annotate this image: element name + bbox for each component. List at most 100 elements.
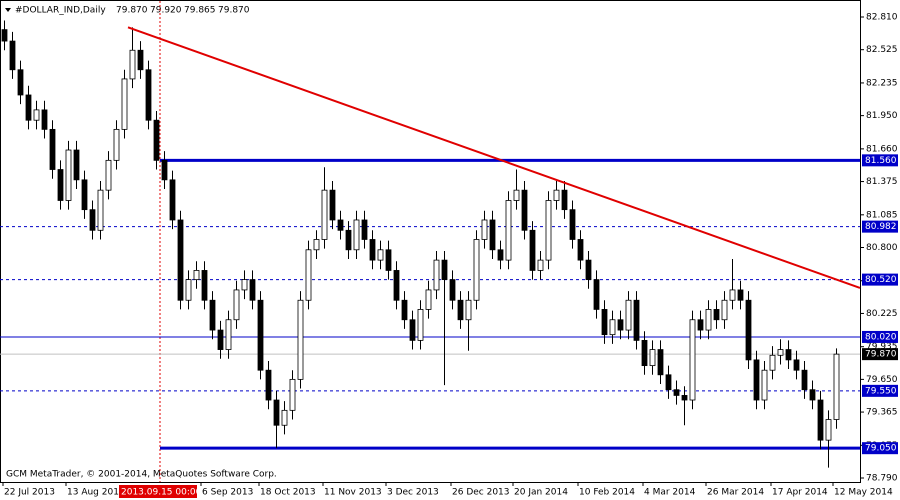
candle-body bbox=[41, 109, 48, 130]
candle-body bbox=[209, 299, 216, 331]
candle-body bbox=[337, 219, 344, 231]
candle-body bbox=[801, 369, 808, 391]
candle-body bbox=[9, 40, 16, 71]
candle-body bbox=[225, 319, 232, 350]
candle-body bbox=[825, 419, 832, 441]
y-tick-label: 81.375 bbox=[866, 177, 898, 187]
x-tick-label: 26 Mar 2014 bbox=[707, 488, 764, 498]
candle-body bbox=[81, 179, 88, 211]
candle-body bbox=[705, 309, 712, 331]
candle-body bbox=[265, 369, 272, 401]
candle-body bbox=[593, 279, 600, 310]
candle-body bbox=[257, 299, 264, 371]
candle-body bbox=[97, 189, 104, 231]
candle-body bbox=[641, 339, 648, 367]
candle-body bbox=[633, 299, 640, 341]
candle-body bbox=[617, 319, 624, 331]
candle-body bbox=[385, 249, 392, 271]
candle-body bbox=[473, 239, 480, 301]
candle-body bbox=[25, 94, 32, 121]
candle-body bbox=[353, 219, 360, 251]
candle-body bbox=[449, 279, 456, 301]
header-price: 79.870 bbox=[116, 6, 148, 16]
x-tick-label: 4 Mar 2014 bbox=[644, 488, 696, 498]
level-label-bg bbox=[862, 384, 898, 397]
x-tick-label: 12 May 2014 bbox=[834, 488, 893, 498]
level-label-bg bbox=[862, 220, 898, 233]
plot-frame bbox=[0, 0, 861, 483]
level-label: 79.550 bbox=[865, 386, 897, 396]
candle-body bbox=[497, 249, 504, 261]
candle-body bbox=[545, 200, 552, 261]
candle-body bbox=[129, 49, 136, 80]
candle-body bbox=[321, 189, 328, 240]
candle-body bbox=[833, 353, 840, 420]
candle-body bbox=[1, 29, 8, 42]
date-marker-label-bg bbox=[119, 485, 197, 498]
candle-body bbox=[769, 354, 776, 371]
header-price: 79.870 bbox=[218, 6, 250, 16]
candle-body bbox=[177, 219, 184, 301]
header: #DOLLAR_IND,Daily 79.870 79.920 79.865 79.8… bbox=[5, 6, 250, 16]
candle-body bbox=[153, 119, 160, 161]
candle-body bbox=[577, 239, 584, 261]
candle-body bbox=[465, 299, 472, 321]
candle-body bbox=[169, 179, 176, 221]
candle-body bbox=[601, 309, 608, 336]
level-label-bg bbox=[862, 330, 898, 343]
candle-body bbox=[529, 229, 536, 271]
x-tick-label: 3 Dec 2013 bbox=[387, 488, 439, 498]
candle-body bbox=[361, 219, 368, 240]
candle-body bbox=[713, 309, 720, 321]
x-tick-label: 11 Nov 2013 bbox=[324, 488, 382, 498]
candle-body bbox=[57, 169, 64, 201]
candle-body bbox=[249, 279, 256, 301]
y-tick-label: 78.790 bbox=[866, 474, 898, 484]
candle-body bbox=[217, 329, 224, 350]
candle-body bbox=[553, 189, 560, 201]
candle-body bbox=[817, 399, 824, 441]
dropdown-icon bbox=[5, 8, 11, 12]
candle-body bbox=[481, 219, 488, 240]
y-tick-label: 81.950 bbox=[866, 111, 898, 121]
candle-body bbox=[665, 374, 672, 391]
x-tick-label: 10 Feb 2014 bbox=[579, 488, 635, 498]
y-tick-label: 80.225 bbox=[866, 309, 898, 319]
y-tick-label: 79.650 bbox=[866, 375, 898, 385]
candle-body bbox=[305, 249, 312, 301]
candle-body bbox=[689, 319, 696, 401]
candle-body bbox=[561, 189, 568, 211]
candle-body bbox=[809, 389, 816, 401]
candle-body bbox=[441, 259, 448, 281]
y-tick-label: 81.085 bbox=[866, 210, 898, 220]
candle-body bbox=[121, 78, 128, 130]
candle-body bbox=[401, 299, 408, 321]
candle-body bbox=[89, 209, 96, 231]
candle-body bbox=[417, 309, 424, 341]
x-tick-label: 17 Apr 2014 bbox=[772, 488, 828, 498]
candle-body bbox=[393, 270, 400, 301]
candle-body bbox=[241, 279, 248, 291]
candle-body bbox=[753, 359, 760, 401]
candle-body bbox=[289, 378, 296, 411]
candle-body bbox=[609, 319, 616, 336]
header-price: 79.920 bbox=[150, 6, 182, 16]
current-price-label: 79.870 bbox=[865, 350, 897, 360]
candle-body bbox=[161, 159, 168, 181]
candle-body bbox=[489, 219, 496, 251]
candle-body bbox=[657, 349, 664, 376]
candle-body bbox=[409, 319, 416, 341]
candle-body bbox=[649, 349, 656, 367]
candle-body bbox=[33, 109, 40, 121]
candle-body bbox=[673, 389, 680, 396]
header-price: 79.865 bbox=[184, 6, 216, 16]
level-label: 80.982 bbox=[865, 222, 897, 232]
x-tick-label: 6 Sep 2013 bbox=[202, 488, 253, 498]
x-tick-label: 26 Dec 2013 bbox=[452, 488, 510, 498]
candle-body bbox=[137, 49, 144, 71]
symbol-title: #DOLLAR_IND,Daily bbox=[15, 6, 106, 16]
candle-body bbox=[737, 289, 744, 301]
level-label-bg bbox=[862, 442, 898, 455]
y-tick-label: 80.800 bbox=[866, 243, 898, 253]
